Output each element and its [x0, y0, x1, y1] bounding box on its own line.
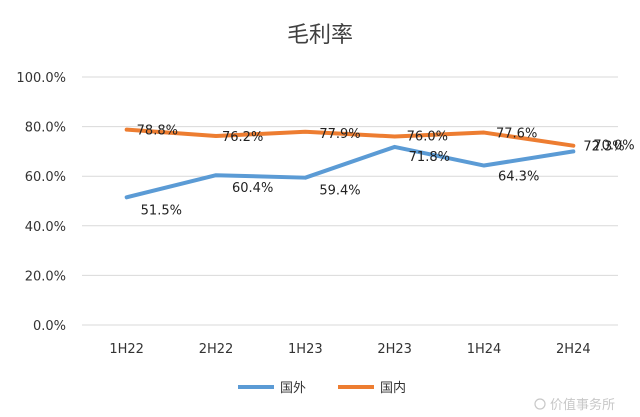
- data-label: 70.0%: [593, 138, 634, 153]
- legend-label: 国外: [280, 381, 306, 396]
- legend-label: 国内: [380, 380, 406, 396]
- x-axis-ticks: 1H22 2H22 1H23 2H23 1H24 2H24: [109, 342, 590, 357]
- weibo-icon: [534, 398, 546, 410]
- series-line-overseas: [124, 144, 576, 200]
- y-axis-ticks: 0.0% 20.0% 40.0% 60.0% 80.0% 100.0%: [16, 71, 66, 334]
- data-label: 72.3%: [583, 140, 624, 155]
- y-tick-label: 100.0%: [16, 71, 66, 86]
- data-label: 64.3%: [498, 170, 539, 185]
- x-tick-label: 1H22: [109, 342, 144, 357]
- data-labels: 51.5% 60.4% 59.4% 71.8% 64.3% 70.0% 78.8% 76.2%…: [137, 124, 635, 219]
- data-label: 60.4%: [232, 181, 273, 196]
- watermark: 价值事务所: [534, 397, 615, 413]
- y-tick-label: 40.0%: [25, 220, 66, 235]
- y-tick-label: 80.0%: [25, 121, 66, 136]
- data-label: 77.6%: [496, 127, 537, 142]
- y-tick-label: 20.0%: [25, 269, 66, 284]
- y-tick-label: 0.0%: [33, 319, 66, 334]
- legend: 国外 国内: [238, 380, 406, 396]
- x-tick-label: 1H24: [467, 342, 502, 357]
- data-label: 76.2%: [222, 130, 263, 145]
- data-label: 59.4%: [319, 184, 360, 199]
- data-label: 51.5%: [141, 203, 182, 218]
- x-tick-label: 2H23: [377, 342, 412, 357]
- series-line-domestic: [124, 127, 576, 148]
- data-label: 77.9%: [319, 127, 360, 142]
- data-label: 78.8%: [137, 124, 178, 139]
- watermark-text: 价值事务所: [550, 397, 615, 413]
- data-label: 76.0%: [407, 130, 448, 145]
- y-tick-label: 60.0%: [25, 170, 66, 185]
- chart-title: 毛利率: [287, 23, 353, 48]
- series-lines: [124, 127, 576, 200]
- x-tick-label: 1H23: [288, 342, 323, 357]
- x-tick-label: 2H22: [199, 342, 234, 357]
- data-label: 71.8%: [409, 150, 450, 165]
- x-tick-label: 2H24: [556, 342, 591, 357]
- gridlines: [82, 76, 618, 326]
